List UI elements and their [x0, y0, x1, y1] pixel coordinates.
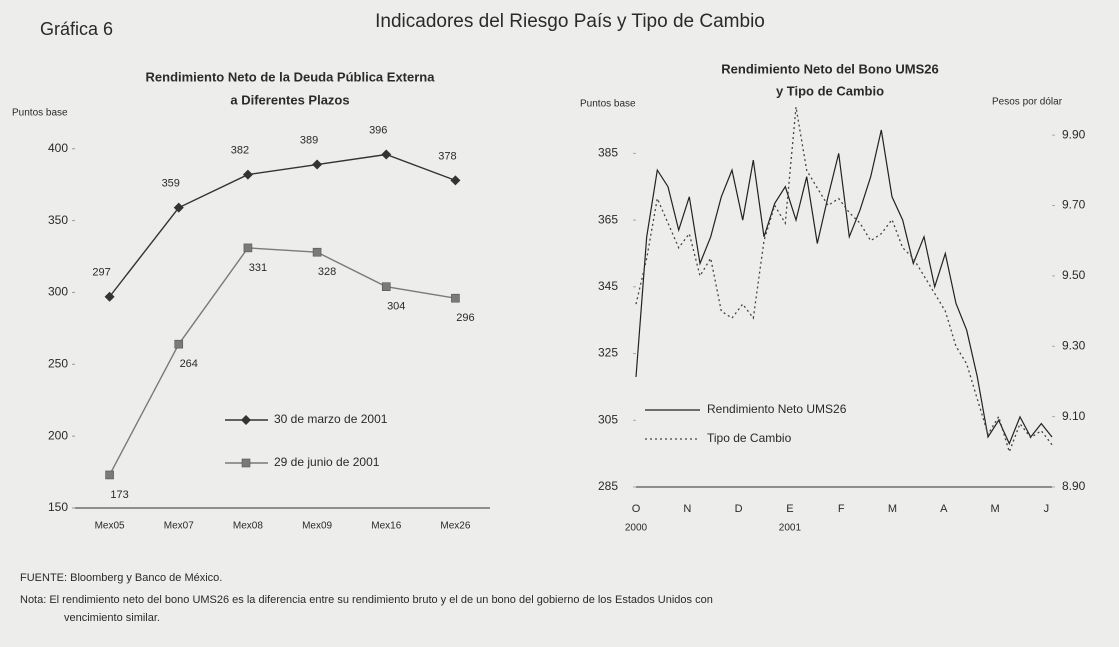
- y-tick-label: 285: [598, 479, 618, 493]
- data-label: 297: [92, 267, 110, 279]
- x-tick-label: Mex08: [233, 521, 263, 532]
- data-point: [243, 243, 253, 253]
- y2-axis-label: Pesos por dólar: [992, 97, 1063, 108]
- data-label: 359: [162, 178, 180, 190]
- data-point: [451, 293, 460, 303]
- series-line: [109, 153, 456, 298]
- legend-label: Rendimiento Neto UMS26: [707, 402, 847, 416]
- y-axis-label: Puntos base: [12, 108, 68, 119]
- y2-tick-label: 9.30: [1062, 338, 1086, 352]
- y-tick-label: 365: [598, 212, 618, 226]
- y2-tick-label: 9.50: [1062, 268, 1086, 282]
- chart-title: Rendimiento Neto del Bono UMS26: [721, 61, 938, 76]
- figure-label: Gráfica 6: [40, 19, 113, 39]
- x-tick-label: N: [683, 503, 691, 515]
- source: FUENTE: Bloomberg y Banco de México.: [20, 572, 222, 584]
- chart-title: a Diferentes Plazos: [230, 92, 349, 107]
- chart-title: Rendimiento Neto de la Deuda Pública Ext…: [146, 69, 436, 84]
- y-tick-label: 250: [48, 356, 68, 370]
- series-line: [108, 247, 456, 476]
- x-tick-label: Mex05: [95, 521, 125, 532]
- data-label: 264: [180, 358, 198, 370]
- data-label: 382: [231, 145, 249, 157]
- y2-tick-label: 9.70: [1062, 198, 1086, 212]
- x-tick-label: Mex16: [371, 521, 401, 532]
- legend-label: Tipo de Cambio: [707, 431, 792, 445]
- legend-marker: [241, 458, 251, 468]
- x-tick-label: F: [838, 503, 845, 515]
- y2-tick-label: 9.90: [1062, 127, 1086, 141]
- x-tick-label: A: [940, 503, 948, 515]
- legend-label: 30 de marzo de 2001: [274, 412, 388, 426]
- data-label: 296: [456, 312, 474, 324]
- data-point: [174, 339, 184, 349]
- legend-marker: [241, 415, 251, 425]
- data-point: [450, 175, 461, 186]
- data-label: 378: [438, 150, 456, 162]
- data-point: [312, 159, 323, 170]
- x-tick-label: D: [735, 503, 743, 515]
- note-line: Nota: El rendimiento neto del bono UMS26…: [20, 594, 713, 606]
- data-point: [312, 247, 322, 257]
- figure-title: Indicadores del Riesgo País y Tipo de Ca…: [375, 11, 765, 32]
- y-tick-label: 385: [598, 146, 618, 160]
- y-tick-label: 305: [598, 412, 618, 426]
- data-label: 304: [387, 301, 405, 313]
- data-label: 331: [249, 262, 267, 274]
- x-tick-label: O: [632, 503, 641, 515]
- x-year-label: 2001: [779, 523, 802, 534]
- y-tick-label: 150: [48, 500, 68, 514]
- x-tick-label: M: [991, 503, 1000, 515]
- data-point: [105, 470, 114, 480]
- y-tick-label: 345: [598, 279, 618, 293]
- x-tick-label: Mex09: [302, 521, 332, 532]
- data-label: 396: [369, 124, 387, 136]
- x-tick-label: Mex07: [164, 521, 194, 532]
- data-label: 173: [110, 489, 128, 501]
- x-tick-label: M: [888, 503, 897, 515]
- y-tick-label: 350: [48, 213, 68, 227]
- data-label: 389: [300, 134, 318, 146]
- data-point: [104, 291, 115, 302]
- note-line: vencimiento similar.: [64, 612, 160, 624]
- data-point: [381, 282, 391, 291]
- x-tick-label: Mex26: [440, 521, 470, 532]
- y2-tick-label: 9.10: [1062, 409, 1086, 423]
- x-tick-label: J: [1044, 503, 1050, 515]
- x-tick-label: E: [786, 503, 793, 515]
- y2-tick-label: 8.90: [1062, 479, 1086, 493]
- data-point: [242, 169, 253, 180]
- data-label: 328: [318, 266, 336, 278]
- y-tick-label: 325: [598, 346, 618, 360]
- y-tick-label: 400: [48, 141, 68, 155]
- chart-title: y Tipo de Cambio: [776, 83, 884, 98]
- y-tick-label: 300: [48, 285, 68, 299]
- legend-label: 29 de junio de 2001: [274, 455, 380, 469]
- x-year-label: 2000: [625, 523, 648, 534]
- series-line: [635, 129, 1053, 446]
- y-tick-label: 200: [48, 428, 68, 442]
- y-axis-label: Puntos base: [580, 99, 636, 110]
- data-point: [173, 202, 184, 213]
- data-point: [381, 149, 392, 160]
